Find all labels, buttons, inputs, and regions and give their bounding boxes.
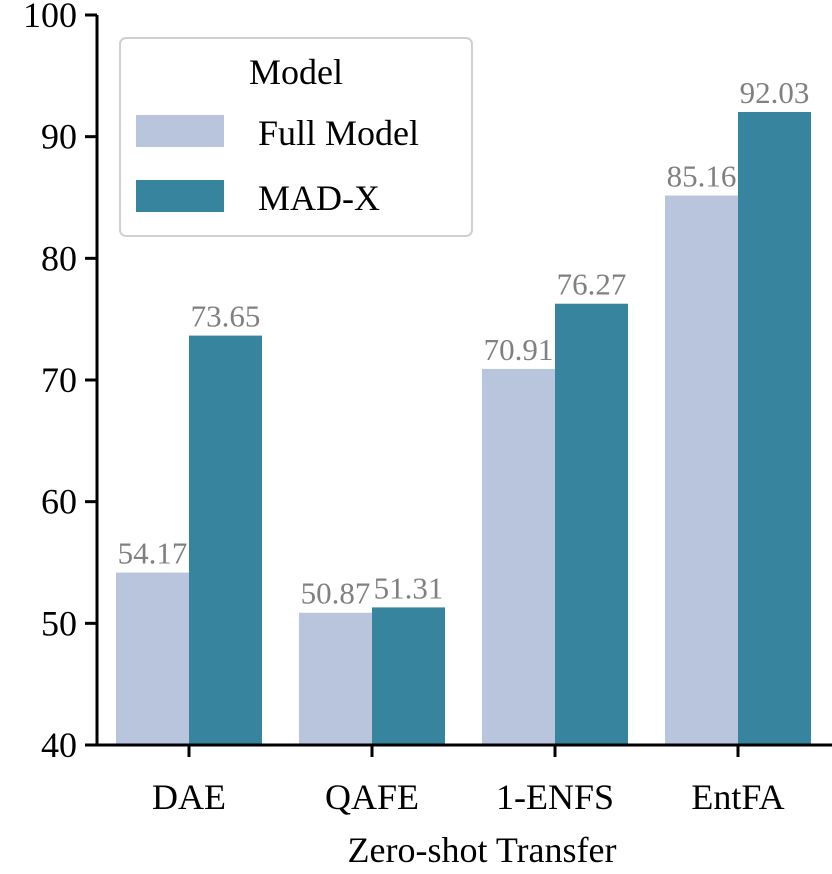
legend-label-mad-x: MAD-X — [258, 178, 380, 218]
data-label-mad-x-entfa: 92.03 — [740, 75, 810, 110]
y-tick-label-80: 80 — [41, 238, 77, 278]
data-label-full-model-entfa: 85.16 — [667, 159, 737, 194]
bar-full-model-entfa — [665, 195, 738, 745]
legend-swatch-full-model — [136, 115, 224, 147]
bar-mad-x-entfa — [738, 111, 811, 746]
bar-mad-x-1-enfs — [555, 303, 628, 745]
x-tick-label-dae: DAE — [152, 777, 226, 817]
y-axis-ticks: 40 50 60 70 80 90 100 — [23, 0, 97, 765]
y-tick-label-100: 100 — [23, 0, 77, 35]
legend-title: Model — [249, 52, 343, 92]
x-tick-label-qafe: QAFE — [325, 777, 419, 817]
y-tick-label-40: 40 — [41, 725, 77, 765]
x-axis-title: Zero-shot Transfer — [348, 830, 617, 870]
bar-full-model-dae — [116, 572, 189, 745]
x-tick-label-entfa: EntFA — [691, 777, 784, 817]
x-tick-label-1-enfs: 1-ENFS — [496, 777, 614, 817]
data-label-mad-x-1-enfs: 76.27 — [557, 267, 627, 302]
x-axis-ticks: DAE QAFE 1-ENFS EntFA — [152, 745, 785, 817]
y-tick-label-70: 70 — [41, 360, 77, 400]
legend-label-full-model: Full Model — [258, 113, 419, 153]
y-tick-label-90: 90 — [41, 117, 77, 157]
data-label-full-model-dae: 54.17 — [118, 536, 188, 571]
bar-full-model-qafe — [299, 612, 372, 745]
y-tick-label-60: 60 — [41, 482, 77, 522]
data-label-mad-x-dae: 73.65 — [191, 299, 261, 334]
bar-mad-x-dae — [189, 335, 262, 745]
legend: Model Full Model MAD-X — [119, 37, 473, 237]
bar-full-model-1-enfs — [482, 368, 555, 745]
bar-mad-x-qafe — [372, 607, 445, 745]
data-labels-layer: 54.17 50.87 70.91 85.16 73.65 51.31 76.27 92.03 — [118, 75, 810, 611]
legend-swatch-mad-x — [136, 180, 224, 212]
data-label-mad-x-qafe: 51.31 — [374, 570, 444, 605]
data-label-full-model-qafe: 50.87 — [301, 576, 371, 611]
data-label-full-model-1-enfs: 70.91 — [484, 332, 554, 367]
y-tick-label-50: 50 — [41, 603, 77, 643]
bars-layer — [116, 111, 811, 746]
